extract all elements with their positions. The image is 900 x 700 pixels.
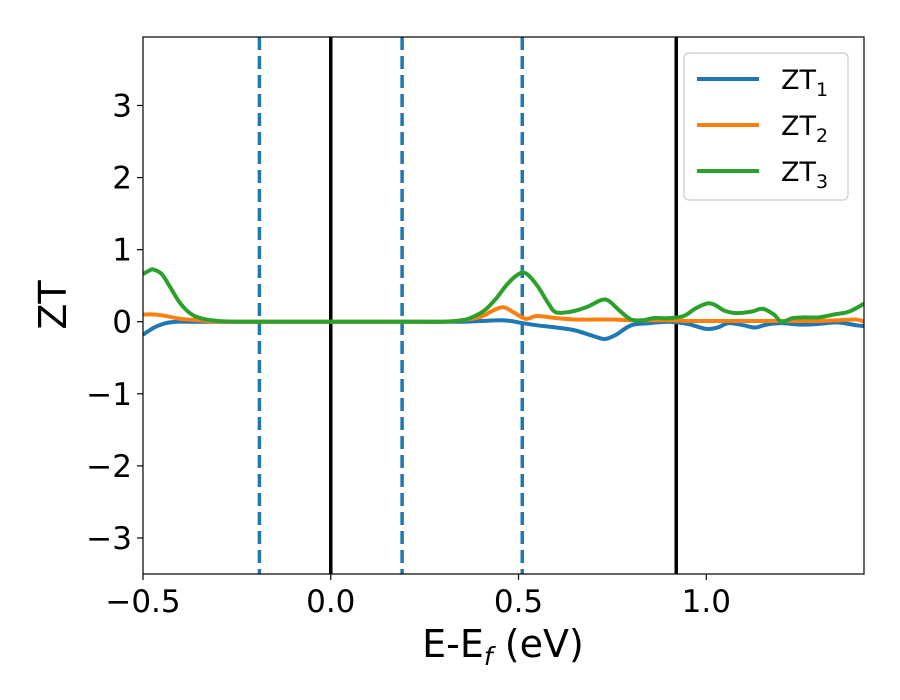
legend: ZT1 ZT2 ZT3	[683, 52, 849, 201]
x-axis-title-unit: (eV)	[493, 622, 584, 666]
series-line-zt3	[143, 267, 864, 324]
y-axis-title: ZT	[31, 280, 75, 330]
legend-label-zt3: ZT3	[781, 157, 828, 193]
plot-area	[143, 37, 864, 574]
x-axis-title-main: E-E	[422, 622, 484, 666]
y-tick-label: 1	[112, 233, 132, 269]
y-tick-label: 0	[112, 305, 132, 341]
x-tick-label: 0.5	[494, 584, 543, 620]
legend-label-zt1: ZT1	[781, 65, 828, 101]
axes-frame	[142, 36, 865, 575]
legend-label-zt2: ZT2	[781, 111, 828, 147]
y-tick-label: −2	[86, 449, 132, 485]
x-tick-label: 1.0	[682, 584, 731, 620]
legend-box	[683, 52, 849, 201]
x-tick-label: −0.5	[105, 584, 180, 620]
x-axis-title: E-Ef (eV)	[422, 622, 584, 671]
x-tick-label: 0.0	[306, 584, 355, 620]
y-tick-label: 3	[112, 88, 132, 124]
y-tick-label: −3	[86, 521, 132, 557]
y-tick-label: 2	[112, 161, 132, 197]
axes: −0.5 0.0 0.5 1.0 −3 −2 −1 0 1 2 3	[86, 36, 865, 620]
y-tick-label: −1	[86, 377, 132, 413]
